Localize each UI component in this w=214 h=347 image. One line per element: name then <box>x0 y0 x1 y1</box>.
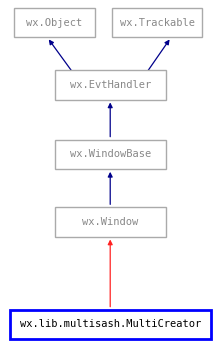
Text: wx.Window: wx.Window <box>82 217 138 227</box>
Text: wx.Object: wx.Object <box>27 18 83 27</box>
Text: wx.WindowBase: wx.WindowBase <box>70 150 151 159</box>
FancyBboxPatch shape <box>55 139 166 169</box>
Text: wx.lib.multisash.MultiCreator: wx.lib.multisash.MultiCreator <box>20 320 201 329</box>
FancyBboxPatch shape <box>10 310 211 339</box>
Text: wx.EvtHandler: wx.EvtHandler <box>70 80 151 90</box>
FancyBboxPatch shape <box>112 8 202 37</box>
FancyBboxPatch shape <box>55 70 166 100</box>
Text: wx.Trackable: wx.Trackable <box>120 18 195 27</box>
FancyBboxPatch shape <box>14 8 95 37</box>
FancyBboxPatch shape <box>55 207 166 237</box>
